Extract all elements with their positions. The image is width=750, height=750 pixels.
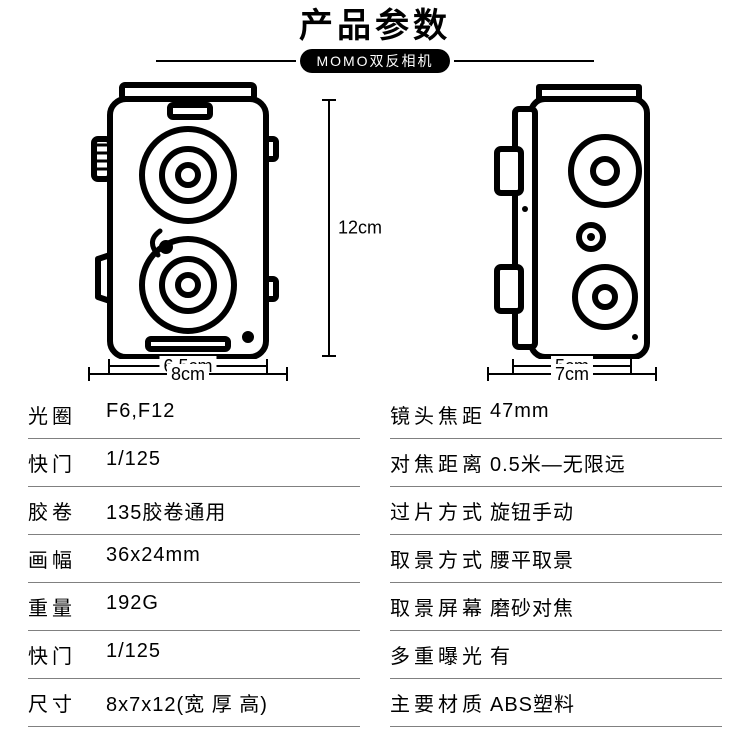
dimension-height: 12cm [328,99,330,357]
spec-label: 快门 [28,448,106,477]
spec-label: 快门 [28,640,106,669]
dimension-front-outer: 8cm [28,373,348,375]
spec-label: 画幅 [28,544,106,573]
subtitle-pill: MOMO双反相机 [300,49,449,73]
spec-label: 取景屏幕 [390,592,490,621]
spec-row: 尺寸8x7x12(宽 厚 高) [28,679,360,727]
spec-row: 光圈F6,F12 [28,391,360,439]
spec-label: 对焦距离 [390,448,490,477]
spec-value: 1/125 [106,640,161,669]
page-title: 产品参数 [28,8,722,45]
spec-label: 尺寸 [28,688,106,717]
spec-label: 重量 [28,592,106,621]
spec-label: 取景方式 [390,544,490,573]
spec-row: 多重曝光有 [390,631,722,679]
spec-label: 胶卷 [28,496,106,525]
spec-value: 135胶卷通用 [106,496,226,525]
header: 产品参数 MOMO双反相机 [28,8,722,73]
diagrams: 12cm 6.5cm 8cm [28,79,722,375]
front-view-column: 12cm 6.5cm 8cm [28,79,348,375]
spec-value: 旋钮手动 [490,496,574,525]
dimension-front-outer-label: 8cm [167,364,209,385]
spec-value: ABS塑料 [490,688,575,717]
spec-value: 192G [106,592,159,621]
spec-value: 1/125 [106,448,161,477]
dimension-side-outer: 7cm [422,373,722,375]
spec-label: 过片方式 [390,496,490,525]
specs-column-right: 镜头焦距47mm对焦距离0.5米—无限远过片方式旋钮手动取景方式腰平取景取景屏幕… [390,391,722,750]
spec-row: 取景方式腰平取景 [390,535,722,583]
spec-value: 47mm [490,400,550,429]
spec-value: 36x24mm [106,544,201,573]
camera-front-diagram: 12cm [88,79,288,359]
spec-row: 对焦距离0.5米—无限远 [390,439,722,487]
spec-value: 磨砂对焦 [490,592,574,621]
side-view-column: 5cm 7cm [422,79,722,375]
spec-row: 过片方式旋钮手动 [390,487,722,535]
spec-value: F6,F12 [106,400,175,429]
spec-row: 取景屏幕磨砂对焦 [390,583,722,631]
spec-row: 快门1/125 [28,631,360,679]
camera-side-diagram [487,79,657,359]
spec-label: 多重曝光 [390,640,490,669]
spec-row: 快门1/125 [28,439,360,487]
spec-row: 重量192G [28,583,360,631]
dimension-side-outer-label: 7cm [551,364,593,385]
spec-row: 镜头焦距47mm [390,391,722,439]
spec-label: 主要材质 [390,688,490,717]
spec-label: 镜头焦距 [390,400,490,429]
spec-row: 主要材质ABS塑料 [390,679,722,727]
spec-row: 画幅36x24mm [28,535,360,583]
spec-value: 有 [490,640,511,669]
page: 产品参数 MOMO双反相机 [0,0,750,750]
dimension-height-label: 12cm [336,218,384,239]
spec-value: 0.5米—无限远 [490,448,626,477]
spec-row: 胶卷135胶卷通用 [28,487,360,535]
title-divider: MOMO双反相机 [28,49,722,73]
spec-label: 光圈 [28,400,106,429]
spec-value: 8x7x12(宽 厚 高) [106,688,268,717]
specs-column-left: 光圈F6,F12快门1/125胶卷135胶卷通用画幅36x24mm重量192G快… [28,391,360,750]
specs-table: 光圈F6,F12快门1/125胶卷135胶卷通用画幅36x24mm重量192G快… [28,391,722,750]
spec-value: 腰平取景 [490,544,574,573]
